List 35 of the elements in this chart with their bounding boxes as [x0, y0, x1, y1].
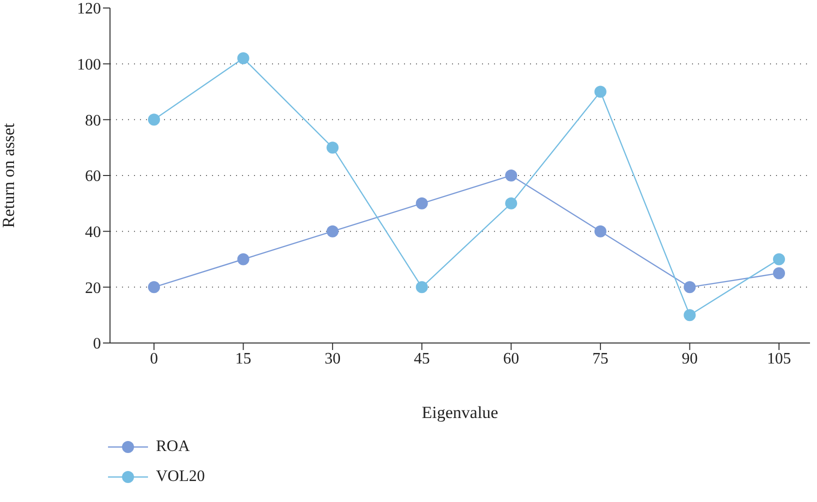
point — [684, 281, 696, 294]
point — [684, 309, 696, 322]
y-axis-title: Return on asset — [0, 122, 18, 228]
x-tick-label: 75 — [592, 350, 608, 368]
x-tick-label: 30 — [324, 350, 341, 368]
x-tick-label: 90 — [682, 350, 698, 368]
y-tick-label: 0 — [93, 336, 101, 353]
x-axis-title: Eigenvalue — [422, 403, 498, 422]
y-tick-label: 120 — [77, 0, 101, 18]
y-tick-label: 100 — [77, 56, 101, 74]
y-tick-label: 80 — [85, 112, 101, 130]
point — [237, 253, 250, 266]
point — [505, 197, 518, 210]
point — [326, 225, 339, 238]
point — [416, 197, 428, 210]
point — [416, 281, 428, 294]
point — [505, 170, 518, 182]
point — [773, 267, 785, 280]
point — [148, 281, 160, 294]
legend-label: ROA — [156, 438, 190, 456]
y-tick-label: 60 — [85, 168, 101, 186]
point — [148, 114, 160, 126]
x-tick-label: 0 — [150, 350, 158, 368]
point — [237, 52, 250, 64]
legend-label: VOL20 — [156, 468, 205, 486]
point — [773, 253, 785, 266]
x-tick-label: 105 — [767, 350, 791, 368]
point — [594, 225, 606, 238]
x-tick-label: 15 — [235, 350, 252, 368]
x-tick-label: 60 — [503, 350, 520, 368]
y-tick-label: 20 — [85, 280, 101, 297]
x-tick-label: 45 — [414, 350, 430, 368]
point — [326, 142, 339, 154]
y-tick-label: 40 — [85, 224, 101, 242]
point — [594, 86, 606, 98]
